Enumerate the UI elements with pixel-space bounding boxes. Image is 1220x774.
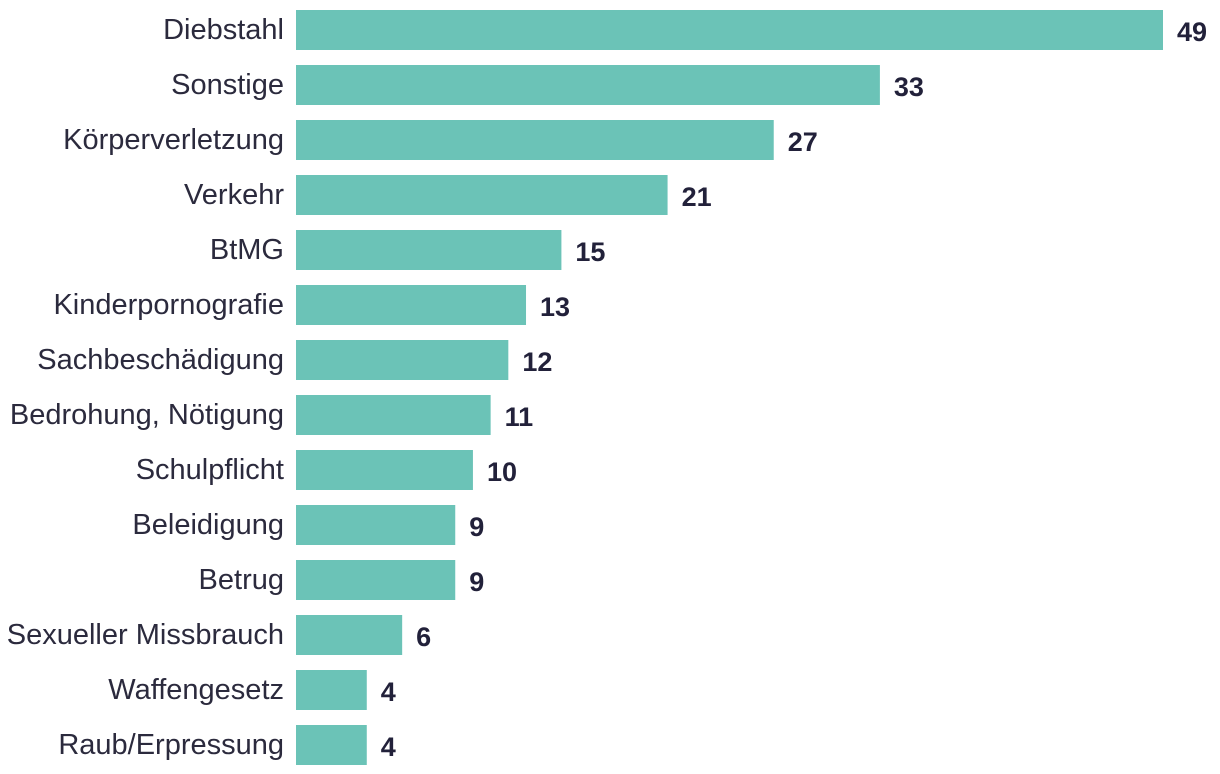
category-label: Körperverletzung (63, 124, 284, 156)
bar (296, 450, 473, 490)
value-label: 15 (575, 237, 605, 267)
value-label: 10 (487, 457, 517, 487)
category-label: Bedrohung, Nötigung (10, 399, 284, 431)
value-label: 4 (381, 732, 396, 762)
bar (296, 560, 456, 600)
value-label: 6 (416, 622, 431, 652)
category-label: Diebstahl (163, 14, 284, 46)
value-label: 13 (540, 292, 570, 322)
category-label: BtMG (210, 234, 284, 266)
bar (296, 725, 367, 765)
category-label: Beleidigung (132, 509, 284, 541)
bar (296, 10, 1163, 50)
value-label: 27 (788, 127, 818, 157)
category-label: Sonstige (171, 69, 284, 101)
value-label: 49 (1177, 17, 1207, 47)
category-label: Schulpflicht (136, 454, 284, 486)
bar (296, 395, 491, 435)
category-label: Betrug (199, 564, 284, 596)
category-label: Raub/Erpressung (58, 729, 284, 761)
bar (296, 230, 562, 270)
value-label: 33 (894, 72, 924, 102)
bar (296, 65, 880, 105)
bar (296, 340, 509, 380)
value-label: 12 (522, 347, 552, 377)
bar (296, 120, 774, 160)
value-label: 4 (381, 677, 396, 707)
bar (296, 670, 367, 710)
category-label: Verkehr (184, 179, 284, 211)
bar (296, 505, 456, 545)
bar (296, 175, 668, 215)
value-label: 11 (505, 402, 534, 432)
category-label: Kinderpornografie (53, 289, 284, 321)
category-label: Waffengesetz (108, 674, 284, 706)
value-label: 9 (469, 512, 484, 542)
category-label: Sachbeschädigung (37, 344, 284, 376)
value-label: 21 (682, 182, 712, 212)
value-label: 9 (469, 567, 484, 597)
bar (296, 615, 403, 655)
bar (296, 285, 527, 325)
category-label: Sexueller Missbrauch (7, 619, 284, 651)
